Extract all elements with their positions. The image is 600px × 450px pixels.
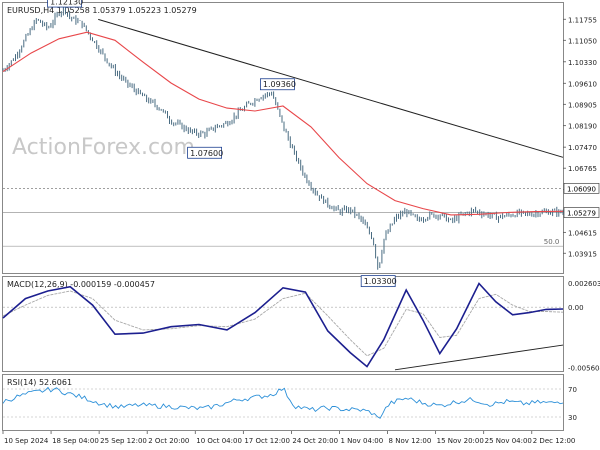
fib-level-label: 50.0 (544, 238, 560, 246)
macd-ytick-label: 0.002603 (568, 280, 600, 288)
macd-line (2, 282, 564, 368)
price-highlight-label: 1.06090 (567, 185, 596, 193)
price-ytick-label: 1.11050 (568, 37, 597, 45)
price-annotation-label: 1.12130 (50, 0, 83, 7)
x-tick-label: 10 Sep 2024 (4, 437, 49, 445)
price-ytick-label: 1.08905 (568, 101, 597, 109)
price-annotation-label: 1.03300 (364, 277, 397, 286)
x-tick-label: 8 Nov 12:00 (389, 437, 432, 445)
macd-panel-frame (2, 276, 564, 372)
price-ytick-label: 1.09610 (568, 80, 597, 88)
x-tick-label: 2 Oct 20:00 (148, 437, 189, 445)
x-tick-label: 24 Oct 20:00 (292, 437, 338, 445)
macd-panel-title: MACD(12,26,9) -0.000159 -0.000457 (7, 280, 155, 289)
watermark: ActionForex.com (12, 135, 195, 160)
price-ytick-label: 1.10330 (568, 59, 597, 67)
x-tick-label: 25 Nov 04:00 (485, 437, 532, 445)
price-ytick-label: 1.07470 (568, 144, 597, 152)
price-ytick-label: 1.11755 (568, 16, 597, 24)
x-tick-label: 17 Oct 12:00 (244, 437, 290, 445)
price-highlight-label: 1.05279 (567, 210, 596, 218)
price-ytick-label: 1.03915 (568, 250, 597, 258)
price-highlight-box (563, 207, 600, 218)
price-panel-frame (2, 2, 564, 274)
x-tick-label: 25 Sep 12:00 (100, 437, 147, 445)
x-tick-label: 18 Sep 04:00 (52, 437, 99, 445)
rsi-ytick-label: 70 (568, 386, 577, 394)
price-annotation-label: 1.09360 (263, 80, 296, 89)
rsi-line (2, 386, 564, 419)
macd-ytick-label: 0.00 (568, 304, 584, 312)
macd-trendline (394, 344, 564, 371)
price-annotation-label: 1.07600 (190, 149, 223, 158)
moving-average-line (2, 31, 564, 216)
rsi-panel-frame (2, 374, 564, 431)
rsi-panel-title: RSI(14) 52.6061 (7, 378, 72, 387)
price-trendline (98, 18, 564, 158)
price-annotation-box (47, 0, 82, 8)
x-tick-label: 1 Nov 04:00 (340, 437, 383, 445)
rsi-ytick-label: 30 (568, 414, 577, 422)
price-panel-title: EURUSD,H4 1.05258 1.05379 1.05223 1.0527… (7, 6, 197, 15)
macd-ytick-label: -0.005604 (568, 365, 600, 373)
price-highlight-box (563, 182, 600, 194)
price-annotation-box (360, 275, 396, 288)
x-tick-label: 15 Nov 20:00 (437, 437, 484, 445)
price-ytick-label: 1.08190 (568, 123, 597, 131)
price-annotation-box (259, 78, 295, 91)
price-annotation-box (187, 146, 223, 159)
x-tick-label: 2 Dec 12:00 (533, 437, 576, 445)
x-tick-label: 10 Oct 04:00 (196, 437, 242, 445)
price-ytick-label: 1.06765 (568, 165, 597, 173)
price-ytick-label: 1.04615 (568, 229, 597, 237)
